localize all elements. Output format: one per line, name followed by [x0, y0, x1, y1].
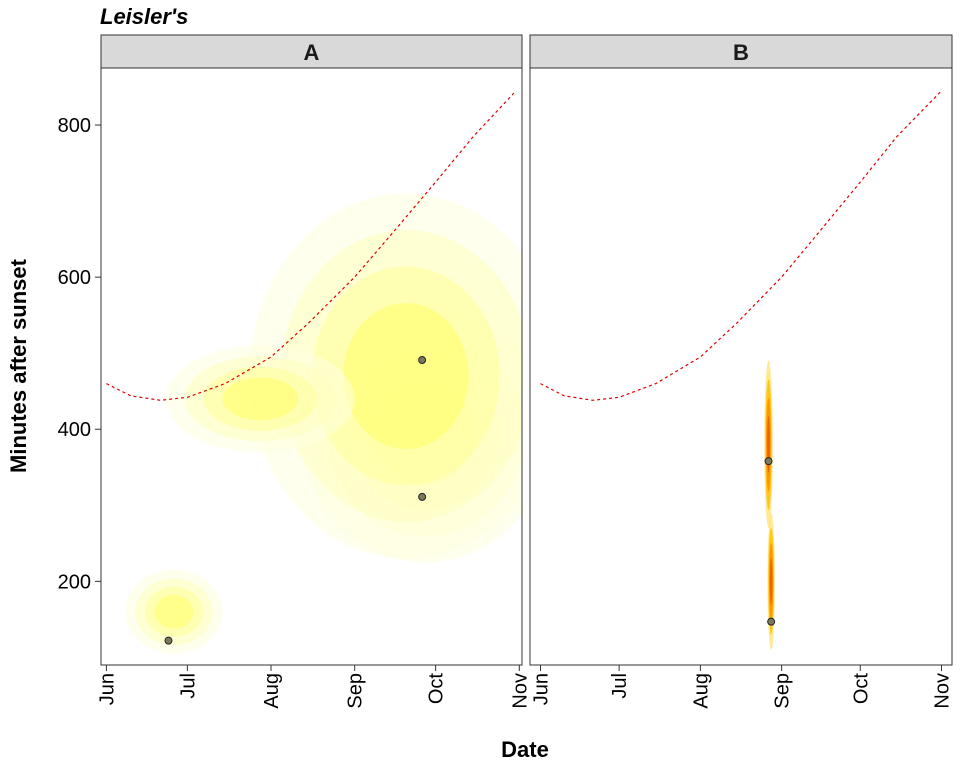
strip-label: A	[304, 40, 320, 65]
chart-title: Leisler's	[100, 4, 188, 29]
y-tick-label: 600	[58, 267, 91, 289]
panel-b: B Jun Jul Aug Sep Oct Nov	[530, 35, 954, 709]
x-tick-label: Nov	[932, 673, 954, 709]
x-tick-label: Jul	[177, 673, 199, 699]
y-axis-title: Minutes after sunset	[6, 258, 31, 473]
x-tick-label: Jul	[609, 673, 631, 699]
y-axis: 200 400 600 800	[58, 115, 101, 593]
density-contour	[343, 303, 468, 449]
x-tick-label: Oct	[426, 673, 448, 705]
x-tick-label: Oct	[850, 673, 872, 705]
data-point	[165, 637, 172, 644]
y-tick-label: 400	[58, 419, 91, 441]
x-tick-label: Nov	[509, 673, 531, 709]
data-point	[765, 458, 772, 465]
data-point	[768, 618, 775, 625]
sunset-curve	[541, 91, 942, 401]
x-tick-label: Sep	[345, 673, 367, 709]
panel-a: A Jun Jul Aug Sep Oct Nov	[96, 35, 562, 709]
density-contour	[770, 558, 772, 605]
x-tick-label: Jun	[96, 673, 118, 705]
data-point	[419, 493, 426, 500]
density-layer	[764, 361, 774, 650]
y-tick-label: 800	[58, 115, 91, 137]
density-layer	[125, 193, 562, 653]
y-tick-label: 200	[58, 571, 91, 593]
x-tick-label: Sep	[772, 673, 794, 709]
density-contour	[154, 595, 193, 628]
strip-label: B	[733, 40, 749, 65]
data-point	[419, 357, 426, 364]
x-tick-label: Aug	[690, 673, 712, 709]
x-tick-label: Jun	[530, 673, 552, 705]
panel-border	[530, 68, 952, 665]
x-tick-label: Aug	[261, 673, 283, 709]
density-contour	[222, 378, 298, 421]
x-axis-title: Date	[501, 737, 549, 762]
